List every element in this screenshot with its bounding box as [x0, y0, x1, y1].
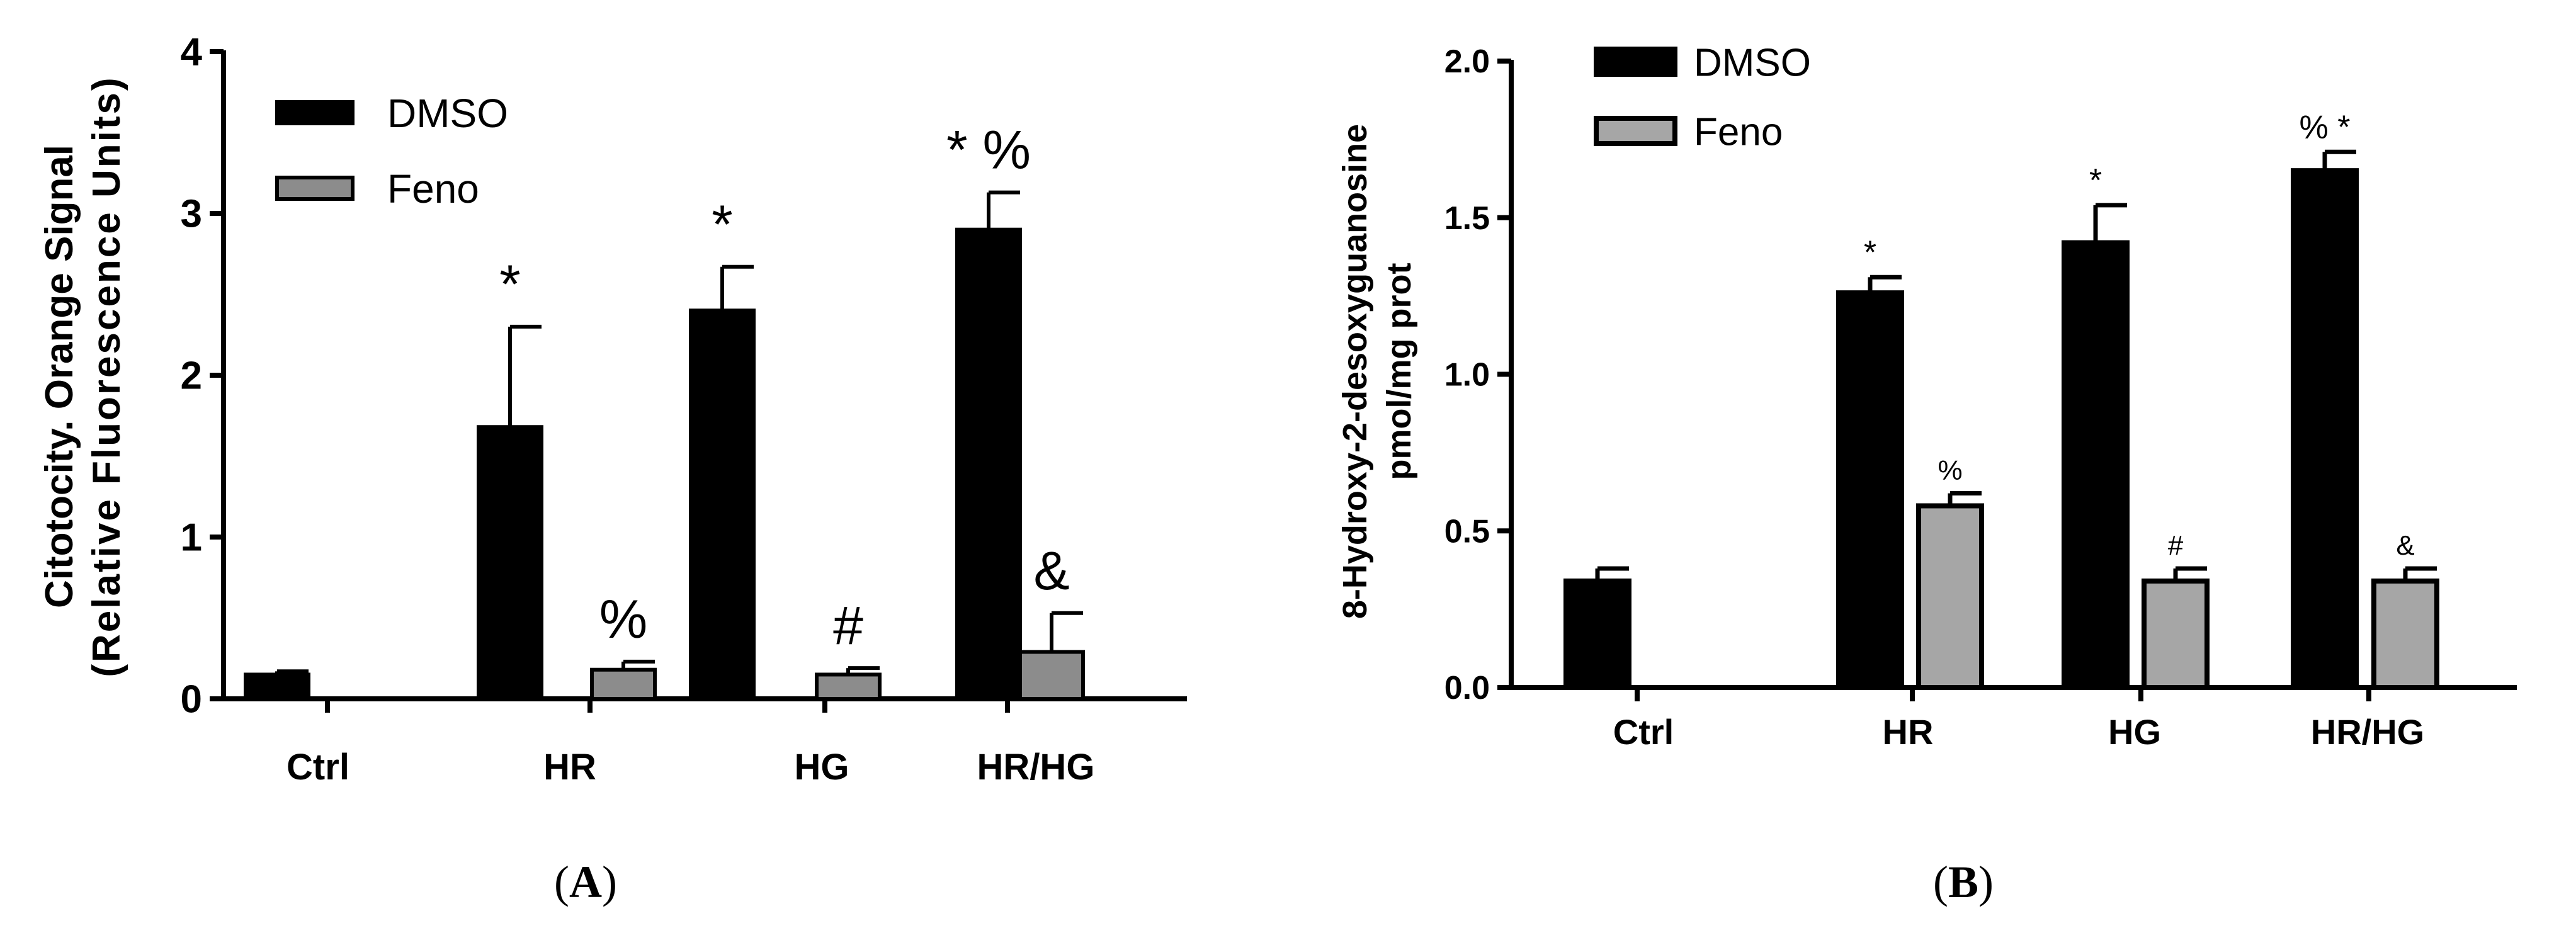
significance-mark: % [1938, 455, 1962, 486]
y-tick-label: 4 [181, 31, 203, 74]
bar-dmso [244, 672, 310, 701]
legend-label: DMSO [1694, 41, 1811, 84]
y-tick-label: 0.5 [1444, 513, 1490, 550]
y-tick-label: 0.0 [1444, 670, 1490, 706]
x-tick-label: Ctrl [287, 747, 349, 788]
significance-mark: * [2089, 162, 2102, 199]
bar-dmso [1563, 578, 1631, 690]
x-tick-label: HR [543, 747, 596, 788]
significance-mark: % * [2300, 109, 2351, 145]
legend-swatch [275, 100, 355, 125]
y-tick-label: 0 [181, 678, 202, 721]
significance-mark: % [599, 589, 647, 650]
significance-mark: * [499, 254, 520, 315]
bar-feno [2371, 578, 2439, 690]
x-tick-label: HR/HG [2311, 712, 2424, 752]
bar-dmso [477, 425, 543, 701]
bar-dmso [2062, 240, 2130, 690]
significance-mark: * [712, 195, 732, 255]
bar-feno [590, 667, 657, 701]
panel-label: (A) [554, 857, 617, 907]
legend-label: DMSO [387, 91, 508, 136]
significance-mark: # [2168, 530, 2184, 561]
y-tick-label: 3 [181, 193, 202, 236]
chart-panel-b: 8-Hydroxy-2-desoxyguanosine pmol/mg prot… [1336, 41, 2517, 907]
bar-dmso [1836, 290, 1904, 690]
bar-dmso [2291, 168, 2359, 690]
y-axis-label: pmol/mg prot [1380, 263, 1418, 480]
x-tick-label: HR/HG [977, 747, 1095, 788]
bar-dmso [689, 308, 756, 701]
y-tick-label: 2.0 [1444, 43, 1490, 80]
panel-label: (B) [1933, 857, 1994, 907]
legend-swatch [1594, 47, 1677, 77]
y-tick-label: 1.0 [1444, 357, 1490, 393]
significance-mark: * [1864, 234, 1876, 271]
x-tick-label: HG [795, 747, 849, 788]
y-axis-label: (Relative Fluorescence Units) [85, 76, 128, 677]
bar-feno [1916, 503, 1984, 690]
bar-feno [815, 672, 882, 701]
y-axis-label: 8-Hydroxy-2-desoxyguanosine [1336, 124, 1374, 619]
bar-feno [1018, 650, 1085, 701]
y-tick-label: 1 [181, 516, 202, 560]
x-tick-label: Ctrl [1613, 712, 1674, 752]
x-tick-label: HG [2108, 712, 2161, 752]
x-tick-label: HR [1883, 712, 1934, 752]
legend-swatch [1594, 116, 1677, 146]
y-tick-label: 2 [181, 354, 202, 398]
significance-mark: & [2396, 530, 2414, 561]
significance-mark: * % [946, 120, 1031, 181]
y-axis-label: Citotocity. Orange Signal [38, 145, 81, 608]
legend-label: Feno [387, 166, 479, 212]
chart-panel-a: Citotocity. Orange Signal (Relative Fluo… [38, 31, 1187, 907]
legend-label: Feno [1694, 110, 1783, 154]
significance-mark: # [833, 596, 863, 656]
significance-mark: & [1033, 541, 1069, 601]
legend-swatch [275, 176, 355, 201]
y-tick-label: 1.5 [1444, 200, 1490, 237]
bar-feno [2142, 578, 2210, 690]
bar-dmso [955, 227, 1022, 701]
